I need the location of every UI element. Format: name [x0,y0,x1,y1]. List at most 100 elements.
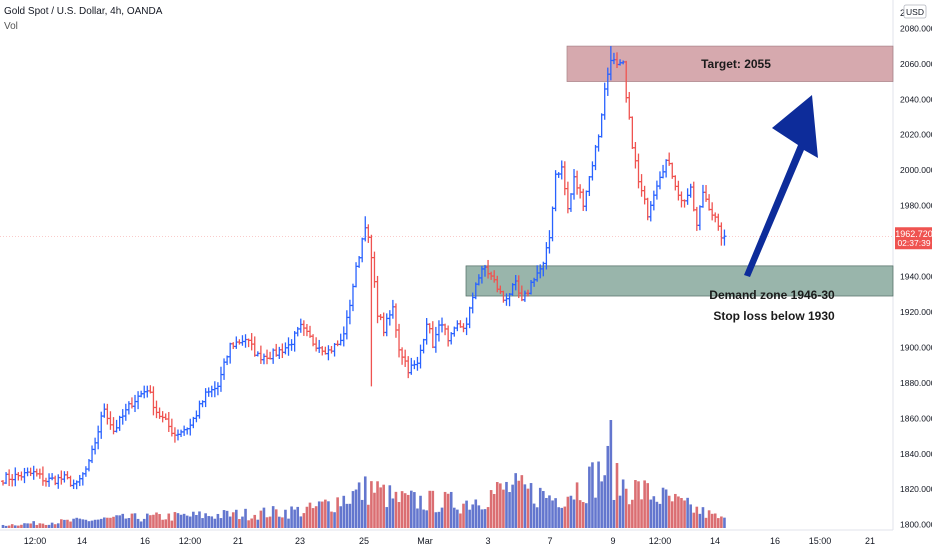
volume-bar [616,463,619,528]
volume-bar [692,513,695,528]
time-tick-label: 16 [140,536,150,546]
volume-bar [91,521,94,528]
volume-bar [634,480,637,528]
volume-bar [171,521,174,528]
volume-bar [51,523,54,528]
price-tick-label: 1820.000 [900,484,932,494]
volume-bar [309,503,312,528]
volume-bar [5,526,8,528]
volume-bar [582,502,585,528]
volume-bar [349,504,352,528]
volume-bar [146,514,149,528]
volume-bar [48,525,51,528]
volume-bar [235,510,238,528]
volume-bar [330,512,333,528]
volume-bar [674,494,677,528]
volume-bar [425,510,428,528]
volume-bar [398,502,401,528]
volume-bar [686,498,689,528]
volume-bar [548,495,551,528]
volume-bar [229,517,232,528]
volume-bar [32,521,35,528]
volume-bar [404,493,407,528]
time-tick-label: 23 [295,536,305,546]
volume-bar [468,510,471,528]
volume-bar [680,498,683,528]
volume-bar [481,509,484,528]
volume-bar [422,510,425,528]
volume-bar [57,523,60,528]
volume-bar [257,520,260,528]
volume-bar [708,510,711,528]
volume-bar [217,514,220,528]
volume-bar [646,483,649,528]
volume-bar [75,518,78,528]
volume-bar [625,489,628,528]
volume-bar [459,514,462,528]
volume-bar [367,505,370,528]
volume-bar [474,499,477,528]
volume-bar [327,501,330,528]
volume-bar [702,507,705,528]
volume-bar [462,504,465,528]
volume-bar [585,503,588,528]
time-tick-label: 25 [359,536,369,546]
volume-bar [167,514,170,528]
volume-bar [72,519,75,528]
volume-bar [318,501,321,528]
volume-bar [499,483,502,528]
volume-bar [413,492,416,528]
volume-bar [447,494,450,528]
volume-bar [278,517,281,528]
time-tick-label: 16 [770,536,780,546]
target-label: Target: 2055 [701,57,771,71]
volume-bar [339,506,342,528]
price-tick-label: 1940.000 [900,272,932,282]
volume-bar [554,498,557,528]
volume-bar [545,498,548,528]
volume-bar [508,492,511,528]
volume-bar [342,496,345,528]
volume-bar [346,504,349,528]
volume-bar [321,502,324,528]
time-axis[interactable]: 12:00 14 16 12:00 21 23 25 Mar 3 7 9 12:00 14 16 15:00… [24,536,875,546]
volume-bar [232,512,235,528]
volume-bar [69,522,72,528]
time-tick-label: 15:00 [809,536,832,546]
volume-bar [533,504,536,528]
volume-bar [244,509,247,528]
volume-bar [161,520,164,528]
volume-bar [63,520,66,528]
volume-bar [597,461,600,528]
time-tick-label: Mar [417,536,433,546]
price-tick-label: 1900.000 [900,342,932,352]
volume-bar [370,481,373,528]
volume-bar [66,520,69,528]
volume-bar [622,479,625,528]
time-tick-label: 14 [710,536,720,546]
volume-bar [560,508,563,528]
bar-countdown: 02:37:39 [897,238,930,248]
volume-bar [247,520,250,528]
volume-bar [720,516,723,528]
volume-bar [20,525,23,528]
volume-bar [94,520,97,528]
volume-bar [106,518,109,528]
volume-bar [88,521,91,528]
volume-bar [659,504,662,528]
volume-bar [358,482,361,528]
volume-bar [637,481,640,528]
demand-zone-label: Demand zone 1946-30 [709,288,835,302]
volume-bar [39,523,42,528]
volume-bar [238,519,241,528]
volume-bar [26,523,29,528]
time-tick-label: 3 [485,536,490,546]
price-axis[interactable]: 1800.000 1820.000 1840.000 1860.000 1880.000… [900,23,932,529]
volume-bar [410,491,413,528]
volume-bar [496,482,499,528]
volume-bar [315,506,318,528]
volume-bar [137,519,140,528]
volume-bar [567,497,570,528]
volume-bar [456,510,459,528]
